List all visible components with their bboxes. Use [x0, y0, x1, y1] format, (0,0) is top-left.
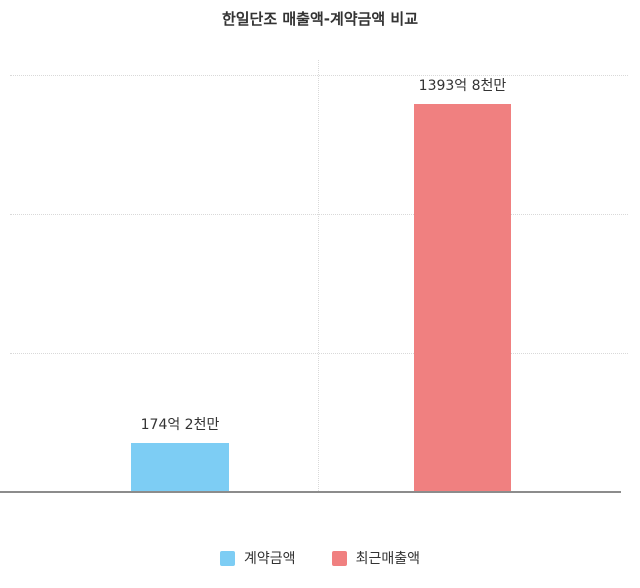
bar-group-recent-revenue: 1393억 8천만	[414, 75, 511, 491]
legend-label-contract-amount: 계약금액	[244, 551, 296, 567]
bar-contract-amount[interactable]	[131, 443, 229, 491]
legend-label-recent-revenue: 최근매출액	[355, 551, 420, 567]
chart-legend: 계약금액 최근매출액	[0, 548, 640, 568]
gridline-1500	[10, 75, 628, 76]
vertical-gridline	[318, 60, 319, 493]
bar-group-contract-amount: 174억 2천만	[131, 414, 229, 491]
legend-swatch-contract-amount	[220, 550, 236, 566]
legend-item-recent-revenue[interactable]: 최근매출액	[331, 548, 420, 568]
chart-title: 한일단조 매출액-계약금액 비교	[221, 10, 419, 28]
gridline-1000	[10, 214, 628, 215]
gridline-500	[10, 353, 628, 354]
legend-swatch-recent-revenue	[331, 550, 347, 566]
bar-value-label-contract-amount: 174억 2천만	[140, 417, 220, 433]
bar-recent-revenue[interactable]	[414, 104, 511, 491]
x-axis-line	[0, 491, 621, 493]
legend-item-contract-amount[interactable]: 계약금액	[220, 548, 296, 568]
bar-value-label-recent-revenue: 1393억 8천만	[418, 78, 507, 94]
plot-area: 174억 2천만 1393억 8천만	[0, 60, 640, 493]
